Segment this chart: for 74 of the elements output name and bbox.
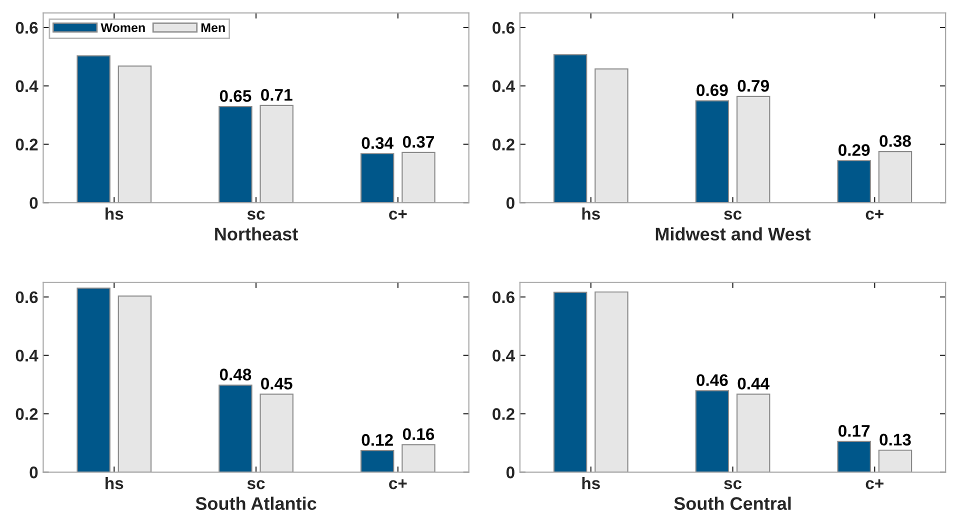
bar	[260, 394, 294, 472]
x-tick-label: c+	[389, 479, 407, 490]
x-tick-label: c+	[866, 479, 884, 490]
y-tick-label: 0.4	[16, 80, 38, 92]
x-tick-label: hs	[582, 477, 600, 490]
annotation: 0.38	[880, 135, 911, 147]
annotation: 0.13	[880, 434, 911, 446]
y-tick-label: 0	[30, 466, 38, 478]
bar	[878, 151, 912, 203]
annotation: 0.12	[362, 434, 393, 446]
annotation: 0.44	[738, 378, 770, 390]
legend-label: Men	[201, 23, 225, 32]
bar	[553, 54, 588, 203]
bar	[118, 296, 152, 472]
bar	[76, 55, 110, 203]
annotation: 0.71	[261, 88, 292, 101]
x-tick-label: c+	[866, 210, 884, 220]
x-tick-label: sc	[247, 210, 265, 220]
x-axis-title: Northeast	[215, 227, 298, 240]
bar	[837, 440, 871, 472]
bar	[402, 444, 436, 472]
annotation: 0.69	[696, 84, 728, 96]
y-tick-label: 0.6	[492, 291, 514, 304]
bar	[360, 153, 394, 203]
annotation: 0.48	[220, 368, 252, 380]
y-tick-label: 0.4	[492, 350, 515, 362]
legend-label: Women	[100, 23, 145, 32]
bar	[736, 96, 770, 203]
annotation: 0.46	[696, 374, 728, 386]
x-tick-label: hs	[106, 477, 124, 490]
y-tick-label: 0.6	[16, 291, 38, 304]
bar	[837, 160, 871, 203]
y-tick-label: 0.2	[16, 138, 38, 150]
y-tick-label: 0.2	[16, 408, 38, 420]
y-tick-label: 0.4	[16, 350, 38, 362]
bar	[594, 68, 628, 203]
annotation: 0.45	[261, 378, 292, 390]
bar	[360, 450, 394, 472]
x-axis-title: South Atlantic	[196, 496, 316, 510]
y-tick-label: 0.6	[492, 22, 514, 34]
x-tick-label: hs	[106, 208, 124, 220]
y-tick-label: 0.6	[16, 22, 38, 34]
bar	[260, 104, 294, 203]
bar	[118, 65, 152, 203]
x-tick-label: hs	[582, 208, 600, 220]
y-tick-label: 0	[506, 197, 514, 209]
y-tick-label: 0.2	[492, 138, 514, 150]
bar	[76, 288, 110, 472]
y-tick-label: 0.2	[492, 408, 514, 420]
bar	[878, 450, 912, 472]
annotation: 0.79	[738, 80, 769, 92]
y-tick-label: 0	[30, 197, 38, 209]
x-axis-title: South Central	[674, 496, 791, 510]
annotation: 0.65	[220, 90, 252, 102]
annotation: 0.29	[838, 144, 870, 156]
annotation: 0.34	[362, 137, 394, 149]
x-axis-title: Midwest and West	[656, 227, 811, 240]
bar	[218, 384, 252, 472]
annotation: 0.16	[402, 428, 434, 440]
x-tick-label: c+	[389, 210, 407, 220]
bar	[553, 292, 588, 472]
bar	[594, 291, 628, 472]
x-tick-label: sc	[724, 480, 742, 490]
annotation: 0.37	[402, 136, 434, 148]
x-tick-label: sc	[247, 480, 265, 490]
bar	[695, 390, 730, 472]
x-tick-label: sc	[724, 210, 742, 220]
y-tick-label: 0	[506, 466, 514, 478]
bar	[695, 100, 730, 203]
y-tick-label: 0.4	[492, 80, 515, 92]
bar	[402, 152, 436, 203]
bar	[736, 394, 770, 472]
bar	[218, 106, 252, 203]
annotation: 0.17	[838, 425, 870, 437]
